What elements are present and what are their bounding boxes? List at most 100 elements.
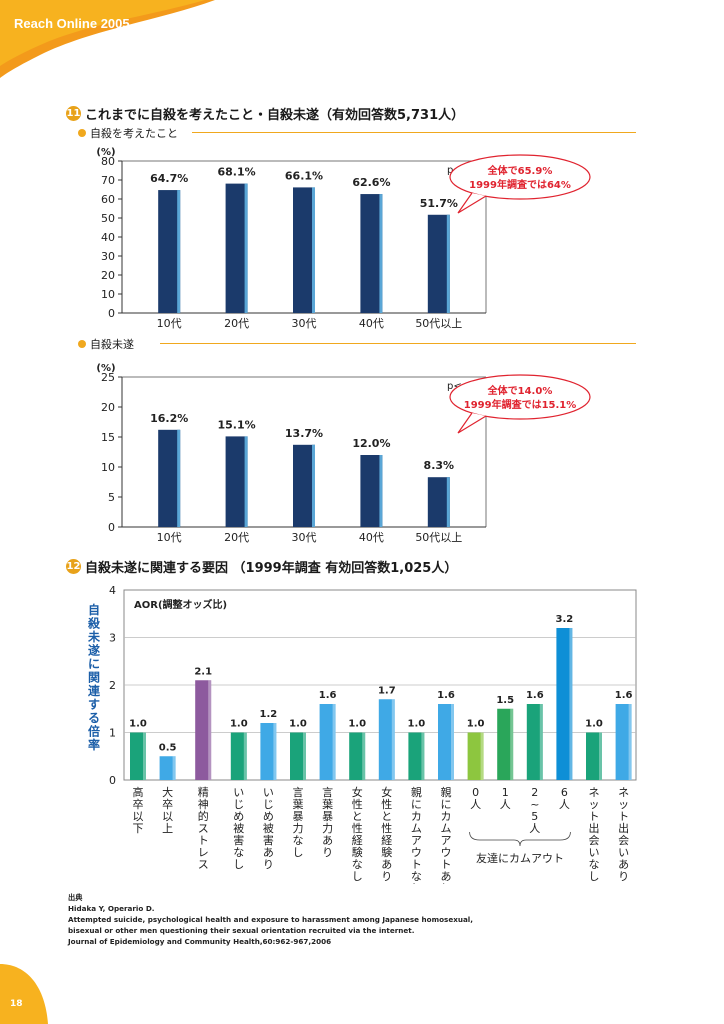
bar-data-label: 1.0 — [585, 719, 603, 730]
bar-highlight — [177, 429, 181, 527]
bar-highlight — [362, 732, 366, 780]
x-tick-label-char: 以 — [162, 810, 173, 823]
x-tick-label-char: な — [589, 858, 600, 871]
x-tick-label-char: り — [263, 858, 274, 871]
y-tick-label: 5 — [108, 491, 115, 504]
x-tick-label-char: ネ — [589, 786, 600, 799]
y-tick-label: 60 — [101, 193, 115, 206]
x-tick-label-char: に — [441, 798, 452, 811]
x-tick-label-char: ム — [441, 822, 452, 835]
x-tick-label: 40代 — [359, 531, 384, 544]
x-tick-label-char: 精 — [198, 786, 209, 799]
chart1-divider — [192, 132, 636, 133]
x-tick-label-char: あ — [381, 858, 392, 871]
bar-highlight — [143, 732, 146, 780]
bar-data-label: 1.7 — [378, 685, 396, 696]
x-tick-label-char: じ — [263, 798, 274, 811]
x-tick-label-char: 大 — [162, 785, 173, 799]
x-tick-label-char: ト — [589, 810, 600, 823]
x-tick-label-char: 性 — [352, 797, 363, 811]
bar — [158, 190, 181, 313]
y-tick-label: 20 — [101, 401, 115, 414]
bar-highlight — [480, 732, 484, 780]
source-citation: 出典 Hidaka Y, Operario D. Attempted suici… — [68, 892, 473, 947]
x-tick-label-char: に — [411, 798, 422, 811]
bar — [556, 628, 573, 780]
x-tick-label-char: 経 — [352, 834, 363, 847]
x-tick-label: 30代 — [292, 317, 317, 330]
x-tick-label-char: り — [322, 846, 333, 859]
chart2-subtitle-text: 自殺未遂 — [90, 338, 134, 351]
bar-data-label: 0.5 — [159, 742, 177, 753]
bar-highlight — [244, 436, 248, 527]
bar-highlight — [539, 704, 543, 780]
annotation-line-1: 全体で65.9% — [487, 164, 553, 177]
x-tick-label-char: ム — [411, 822, 422, 835]
x-tick-label-char: め — [233, 810, 244, 823]
y-tick-label: 0 — [108, 307, 115, 320]
section-11-title: 11 これまでに自殺を考えたこと・自殺未遂（有効回答数5,731人） — [66, 104, 464, 123]
x-tick-label-char: 0 — [472, 786, 479, 799]
bar — [293, 187, 315, 313]
x-tick-label: 30代 — [292, 531, 317, 544]
bar-highlight — [391, 699, 395, 780]
y-tick-label: 0 — [108, 521, 115, 534]
chart2-subtitle: 自殺未遂 — [78, 336, 134, 352]
bar — [290, 732, 306, 780]
bar-highlight — [243, 732, 247, 780]
y-tick-label: 10 — [101, 461, 115, 474]
x-tick-label-char: 葉 — [322, 797, 333, 811]
bar — [586, 732, 602, 780]
footer-corner-decoration — [0, 964, 48, 1024]
bar — [225, 183, 248, 313]
bar-data-label: 64.7% — [150, 172, 188, 185]
y-tick-label: 4 — [109, 584, 116, 597]
bar — [319, 704, 336, 780]
annotation-bubble-tail — [457, 412, 487, 434]
bar — [427, 214, 450, 313]
x-tick-label-char: 親 — [441, 786, 452, 799]
y-tick-label: 50 — [101, 212, 115, 225]
y-tick-label: 80 — [101, 155, 115, 168]
header-corner-decoration — [0, 0, 215, 78]
x-tick-label-char: 卒 — [133, 797, 144, 811]
bar — [427, 477, 450, 527]
bar — [159, 756, 176, 780]
x-tick-label-char: 出 — [589, 821, 600, 835]
source-line: Attempted suicide, psychological health … — [68, 915, 473, 924]
bar — [360, 194, 383, 313]
chart3-svg: 01234AOR(調整オッズ比)自殺未遂に関連する倍率1.0高卒以下0.5大卒以… — [87, 584, 637, 884]
x-tick-label-char: 力 — [293, 822, 304, 835]
y-axis-label-char: る — [88, 711, 100, 725]
chart1-subtitle-text: 自殺を考えたこと — [90, 127, 178, 140]
bar-highlight — [379, 194, 383, 313]
x-tick-label-char: 性 — [352, 821, 363, 835]
x-tick-label-char: 経 — [381, 834, 392, 847]
x-tick-label-char: ス — [198, 858, 209, 871]
x-tick-label-char: 被 — [263, 822, 274, 835]
x-tick-label-char: な — [352, 858, 363, 871]
x-tick-label-char: 性 — [381, 797, 392, 811]
bar-highlight — [446, 214, 450, 313]
x-tick-label: 50代以上 — [415, 531, 462, 544]
x-tick-label-char: 暴 — [293, 810, 304, 823]
x-tick-label-char: 5 — [531, 810, 538, 823]
x-tick-label-char: あ — [618, 858, 629, 871]
x-tick-label-char: 言 — [322, 786, 333, 799]
x-tick-label-char: 女 — [381, 785, 392, 799]
bar-data-label: 12.0% — [352, 437, 390, 450]
x-tick-label-char: ~ — [530, 798, 539, 811]
x-tick-label-char: 人 — [559, 798, 570, 811]
chart2-divider — [160, 343, 636, 344]
bar-highlight — [451, 704, 454, 780]
section-12-title: 12 自殺未遂に関連する要因 （1999年調査 有効回答数1,025人） — [66, 557, 457, 576]
x-tick-label-char: し — [411, 882, 422, 884]
x-tick-label-char: 的 — [198, 809, 209, 823]
x-tick-label-char: 験 — [381, 845, 392, 859]
y-tick-label: 15 — [101, 431, 115, 444]
group-brace — [469, 831, 571, 847]
annotation-line-2: 1999年調査では64% — [469, 178, 571, 191]
bar-data-label: 68.1% — [218, 166, 256, 179]
x-tick-label-char: な — [411, 870, 422, 883]
annotation-bubble — [449, 154, 591, 200]
